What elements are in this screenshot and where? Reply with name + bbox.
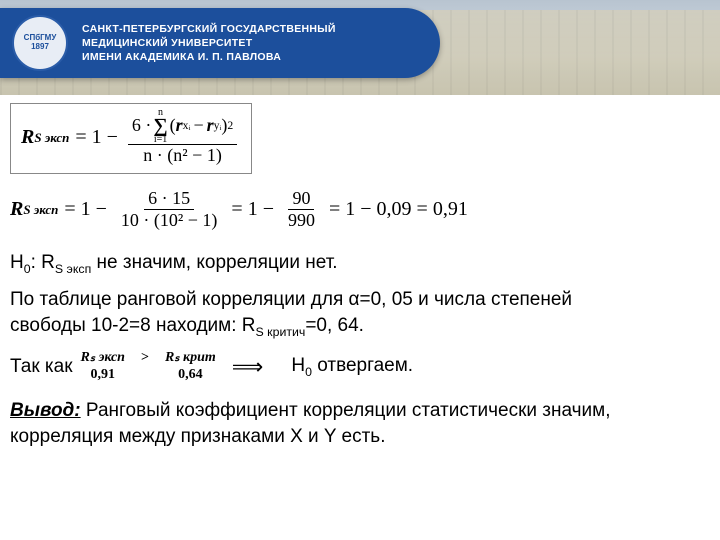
- num-prefix: 6 ·: [132, 115, 152, 137]
- university-name: САНКТ-ПЕТЕРБУРГСКИЙ ГОСУДАРСТВЕННЫЙМЕДИЦ…: [82, 22, 336, 65]
- university-logo: СПбГМУ1897: [12, 15, 68, 71]
- conclusion: Вывод: Ранговый коэффициент корреляции с…: [10, 398, 710, 449]
- denominator: n · (n² − 1): [139, 145, 226, 167]
- compare-left: Rₛ эксп 0,91: [81, 350, 125, 384]
- rs-sub: S эксп: [34, 129, 69, 147]
- eq-part: = 1 −: [75, 124, 118, 151]
- implies-arrow: ⟹: [232, 352, 264, 382]
- compare-right: Rₛ крит 0,64: [165, 350, 216, 384]
- header-banner: СПбГМУ1897 САНКТ-ПЕТЕРБУРГСКИЙ ГОСУДАРСТ…: [0, 0, 720, 95]
- formula-numeric: RS эксп = 1 − 6 · 15 10 · (10² − 1) = 1 …: [10, 188, 710, 232]
- frac1: 6 · 15 10 · (10² − 1): [117, 188, 222, 232]
- conclusion-label: Вывод:: [10, 400, 81, 421]
- frac2: 90 990: [284, 188, 319, 232]
- formula-general: RS эксп = 1 − 6 · n ∑ i=1 ( rxᵢ − ryᵢ ) …: [10, 103, 252, 174]
- university-banner: СПбГМУ1897 САНКТ-ПЕТЕРБУРГСКИЙ ГОСУДАРСТ…: [0, 8, 440, 78]
- compare-gt: >: [141, 350, 149, 384]
- table-lookup-text: По таблице ранговой корреляции для α=0, …: [10, 287, 710, 340]
- slide-content: RS эксп = 1 − 6 · n ∑ i=1 ( rxᵢ − ryᵢ ) …: [0, 95, 720, 469]
- null-hypothesis: Н0: RS эксп не значим, корреляции нет.: [10, 250, 710, 277]
- conclusion-text: Ранговый коэффициент корреляции статисти…: [10, 400, 611, 447]
- sum-symbol: n ∑ i=1: [153, 108, 167, 144]
- main-fraction: 6 · n ∑ i=1 ( rxᵢ − ryᵢ ) 2 n · (n² − 1): [128, 108, 237, 167]
- logo-text: СПбГМУ1897: [24, 34, 57, 52]
- so-label: Так как: [10, 354, 73, 380]
- comparison-row: Так как Rₛ эксп 0,91 > Rₛ крит 0,64 ⟹ Н0…: [10, 350, 710, 384]
- rs-symbol: R: [21, 124, 34, 151]
